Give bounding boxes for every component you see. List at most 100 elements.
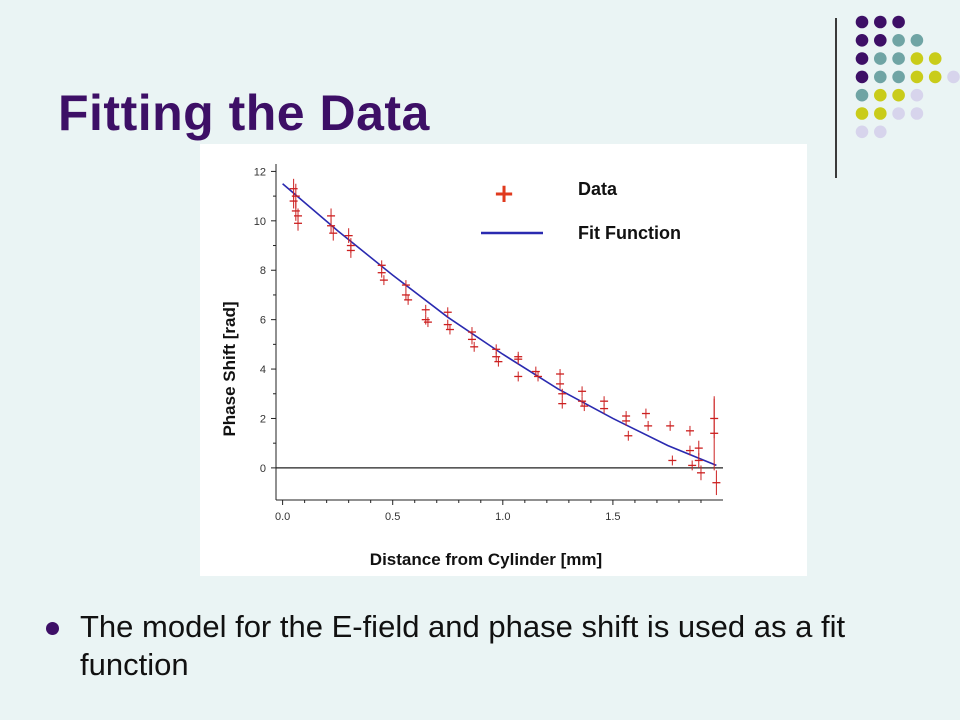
decor-dot	[892, 52, 905, 65]
decor-dot	[910, 34, 924, 47]
data-point	[344, 228, 353, 244]
data-point	[578, 396, 587, 407]
decor-dot	[910, 52, 924, 65]
legend-fit-label: Fit Function	[578, 223, 681, 243]
decor-dot	[874, 107, 887, 120]
decor-dot	[855, 52, 869, 65]
decor-dot	[855, 88, 869, 102]
data-point	[443, 307, 452, 318]
data-point	[492, 351, 501, 362]
data-point	[329, 225, 338, 241]
data-point	[710, 396, 719, 471]
data-point	[685, 425, 694, 436]
decorative-vertical-divider	[835, 18, 837, 178]
data-point	[421, 314, 430, 325]
decor-dot	[874, 125, 887, 139]
decor-dot	[874, 88, 887, 102]
chart-panel: 0 2 4 6 8 10 12 0.0 0.5 1.0 1.5 Distance from Cyli…	[200, 144, 807, 576]
y-axis-label: Phase Shift [rad]	[220, 301, 239, 436]
chart-legend: + Data Fit Function	[481, 179, 681, 243]
data-point	[379, 275, 388, 286]
bullet-dot-icon	[46, 622, 59, 635]
decor-dot	[910, 88, 924, 102]
data-point	[534, 371, 543, 382]
data-point	[556, 378, 565, 389]
data-point	[423, 317, 432, 328]
data-point	[377, 267, 386, 278]
data-point	[622, 416, 631, 426]
legend-data-label: Data	[578, 179, 618, 199]
y-tick-label: 4	[260, 364, 266, 376]
data-point	[694, 453, 703, 468]
y-tick-label: 6	[260, 315, 266, 327]
chart-axes	[275, 164, 723, 501]
x-tick-label: 1.5	[605, 511, 620, 523]
chart-marks	[282, 178, 721, 496]
data-point	[291, 183, 300, 209]
decor-dot	[874, 15, 887, 29]
data-point	[421, 304, 430, 315]
decor-dot	[910, 107, 924, 120]
x-axis-label: Distance from Cylinder [mm]	[370, 550, 602, 569]
decor-dot	[892, 70, 905, 84]
data-point	[443, 319, 452, 330]
decor-dot	[855, 34, 869, 47]
y-tick-label: 0	[260, 463, 266, 475]
data-point	[668, 455, 677, 466]
x-tick-label: 0.0	[275, 511, 290, 523]
phase-shift-chart: 0 2 4 6 8 10 12 0.0 0.5 1.0 1.5 Distance from Cyli…	[220, 164, 723, 569]
decor-dot	[855, 125, 869, 139]
y-tick-label: 10	[254, 216, 266, 228]
data-point	[531, 366, 540, 377]
decor-dot	[947, 70, 960, 84]
data-point	[685, 445, 694, 456]
fit-function-line	[282, 183, 717, 467]
decor-dot	[892, 34, 905, 47]
data-point	[558, 388, 567, 399]
data-point	[688, 460, 697, 471]
decor-dot	[892, 88, 905, 102]
decor-dot	[874, 52, 887, 65]
data-point	[494, 356, 503, 367]
chart-ticks: 0 2 4 6 8 10 12 0.0 0.5 1.0 1.5	[254, 166, 702, 523]
y-tick-label: 8	[260, 265, 266, 277]
decor-dot	[928, 52, 942, 65]
bullet-text: The model for the E-field and phase shif…	[80, 609, 846, 682]
legend-data-marker: +	[493, 179, 515, 209]
y-tick-label: 2	[260, 413, 266, 425]
data-point	[346, 243, 355, 258]
decor-dot	[855, 70, 869, 84]
y-tick-label: 12	[254, 166, 266, 178]
decor-dot	[928, 70, 942, 84]
data-point	[327, 218, 336, 234]
data-point	[558, 398, 567, 409]
data-point	[470, 341, 479, 352]
data-point	[556, 369, 565, 379]
decor-dot	[874, 34, 887, 47]
data-point	[580, 401, 589, 412]
data-point	[401, 280, 410, 290]
decor-dot	[874, 70, 887, 84]
decor-dot	[910, 70, 924, 84]
data-point	[666, 420, 675, 431]
data-point	[641, 408, 650, 419]
data-point	[600, 403, 609, 414]
data-point	[401, 290, 410, 300]
slide-title: Fitting the Data	[58, 85, 430, 141]
decor-dot	[892, 15, 905, 29]
decor-dot	[892, 107, 905, 120]
decorative-dot-grid	[855, 15, 960, 139]
decor-dot	[855, 107, 869, 120]
x-tick-label: 1.0	[495, 511, 510, 523]
data-point	[624, 430, 633, 441]
data-point	[644, 420, 653, 431]
data-point	[578, 386, 587, 397]
data-point	[712, 470, 721, 496]
data-point	[404, 294, 413, 305]
data-point	[514, 354, 523, 365]
data-point	[696, 465, 705, 481]
decor-dot	[855, 15, 869, 29]
data-point	[445, 324, 454, 335]
x-tick-label: 0.5	[385, 511, 400, 523]
data-point	[514, 371, 523, 382]
